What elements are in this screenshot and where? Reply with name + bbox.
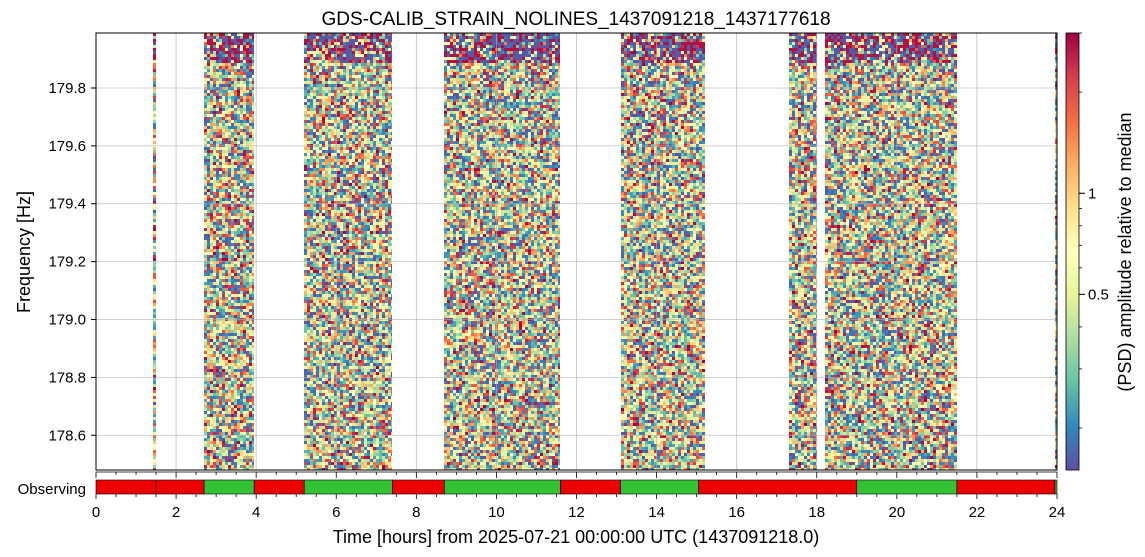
x-tick-label: 22 xyxy=(969,504,986,521)
y-tick-label: 179.8 xyxy=(48,80,86,97)
colorbar xyxy=(1066,33,1079,470)
x-tick-label: 24 xyxy=(1049,504,1066,521)
x-axis-label: Time [hours] from 2025-07-21 00:00:00 UT… xyxy=(333,527,820,547)
spectrogram-cells xyxy=(153,33,1057,470)
y-tick-label: 178.8 xyxy=(48,369,86,386)
y-tick-label: 179.4 xyxy=(48,196,86,213)
y-axis-label: Frequency [Hz] xyxy=(14,191,34,313)
state-segment-off xyxy=(699,480,857,494)
x-tick-label: 10 xyxy=(488,504,505,521)
colorbar-tick-label: 0.5 xyxy=(1088,286,1109,303)
state-segment-on xyxy=(621,480,699,494)
y-tick-label: 178.6 xyxy=(48,427,86,444)
y-tick-label: 179.6 xyxy=(48,138,86,155)
state-segment-off xyxy=(156,480,204,494)
colorbar-tick-label: 1 xyxy=(1088,185,1096,202)
colorbar-ticks: 0.51 xyxy=(1079,33,1109,428)
x-tick-label: 4 xyxy=(252,504,260,521)
x-tick-label: 12 xyxy=(568,504,585,521)
y-axis-ticks: 178.6 178.8 179.0 179.2 179.4 179.6 179.8 xyxy=(48,80,96,444)
state-segment-on xyxy=(304,480,392,494)
y-tick-label: 179.0 xyxy=(48,312,86,329)
state-segment-off xyxy=(392,480,444,494)
state-segment-off xyxy=(560,480,620,494)
x-tick-label: 14 xyxy=(648,504,665,521)
state-segment-off xyxy=(254,480,304,494)
state-bar-label: Observing xyxy=(18,481,86,498)
x-tick-label: 8 xyxy=(412,504,420,521)
state-segment-on xyxy=(204,480,254,494)
state-segment-on xyxy=(857,480,957,494)
x-tick-label: 0 xyxy=(92,504,100,521)
x-tick-label: 16 xyxy=(728,504,745,521)
state-segment-off xyxy=(957,480,1055,494)
x-tick-label: 20 xyxy=(888,504,905,521)
y-tick-label: 179.2 xyxy=(48,254,86,271)
x-tick-label: 18 xyxy=(808,504,825,521)
state-segment-on xyxy=(444,480,560,494)
x-axis-ticks: 0 2 4 6 8 10 12 14 16 18 20 22 24 xyxy=(92,472,1066,521)
colorbar-label: (PSD) amplitude relative to median xyxy=(1115,112,1135,391)
chart-title: GDS-CALIB_STRAIN_NOLINES_1437091218_1437… xyxy=(321,9,830,30)
x-tick-label: 2 xyxy=(172,504,180,521)
state-segment-on xyxy=(1055,480,1057,494)
x-tick-label: 6 xyxy=(332,504,340,521)
state-segment-off xyxy=(96,480,156,494)
